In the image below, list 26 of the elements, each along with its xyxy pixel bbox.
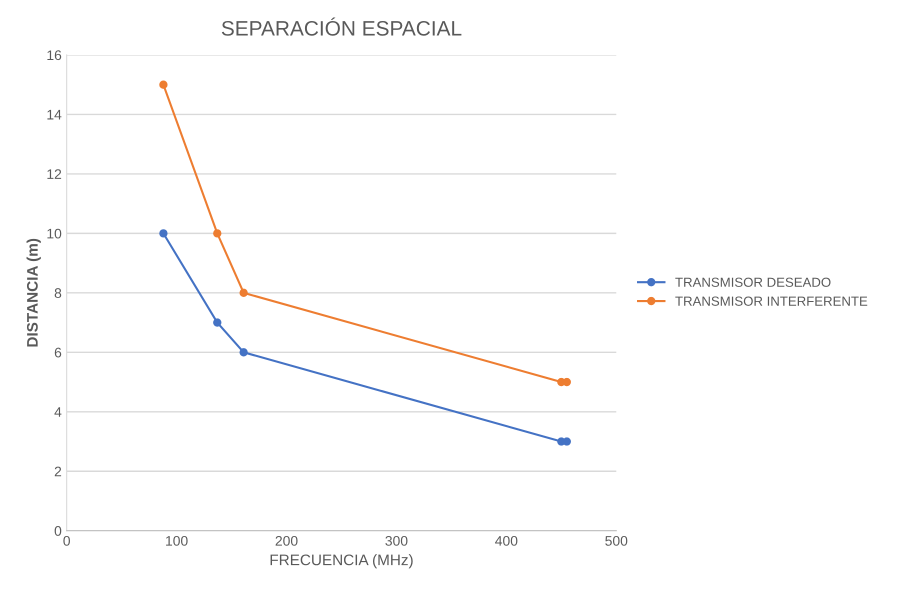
y-tick-label: 12 — [47, 169, 62, 179]
y-tick-label: 8 — [54, 288, 62, 298]
y-tick-label: 16 — [47, 50, 62, 60]
x-tick-label: 300 — [385, 536, 408, 546]
point — [159, 80, 168, 89]
y-tick-label: 4 — [54, 407, 62, 417]
y-tick-label: 14 — [47, 110, 62, 120]
point — [239, 348, 248, 356]
x-tick-label: 100 — [166, 536, 188, 546]
point — [159, 229, 168, 238]
point — [239, 288, 248, 298]
x-tick-label: 400 — [495, 536, 518, 546]
y-axis-title: DISTANCIA (m) — [26, 238, 41, 347]
y-tick-label: 6 — [54, 348, 62, 358]
chart-title: SEPARACIÓN ESPACIAL — [222, 17, 462, 36]
y-tick-label: 2 — [54, 466, 62, 476]
point — [213, 229, 222, 238]
x-tick-label: 200 — [276, 536, 298, 546]
y-tick-label: 10 — [47, 228, 62, 239]
legend-label: TRANSMISOR INTERFERENTE — [675, 296, 868, 306]
x-tick-label: 500 — [605, 536, 628, 546]
legend-label: TRANSMISOR DESEADO — [675, 278, 831, 287]
point — [213, 318, 222, 327]
x-tick-label: 0 — [63, 536, 70, 546]
y-tick-label: 0 — [54, 526, 62, 536]
x-axis-title: FRECUENCIA (MHz) — [270, 554, 413, 568]
